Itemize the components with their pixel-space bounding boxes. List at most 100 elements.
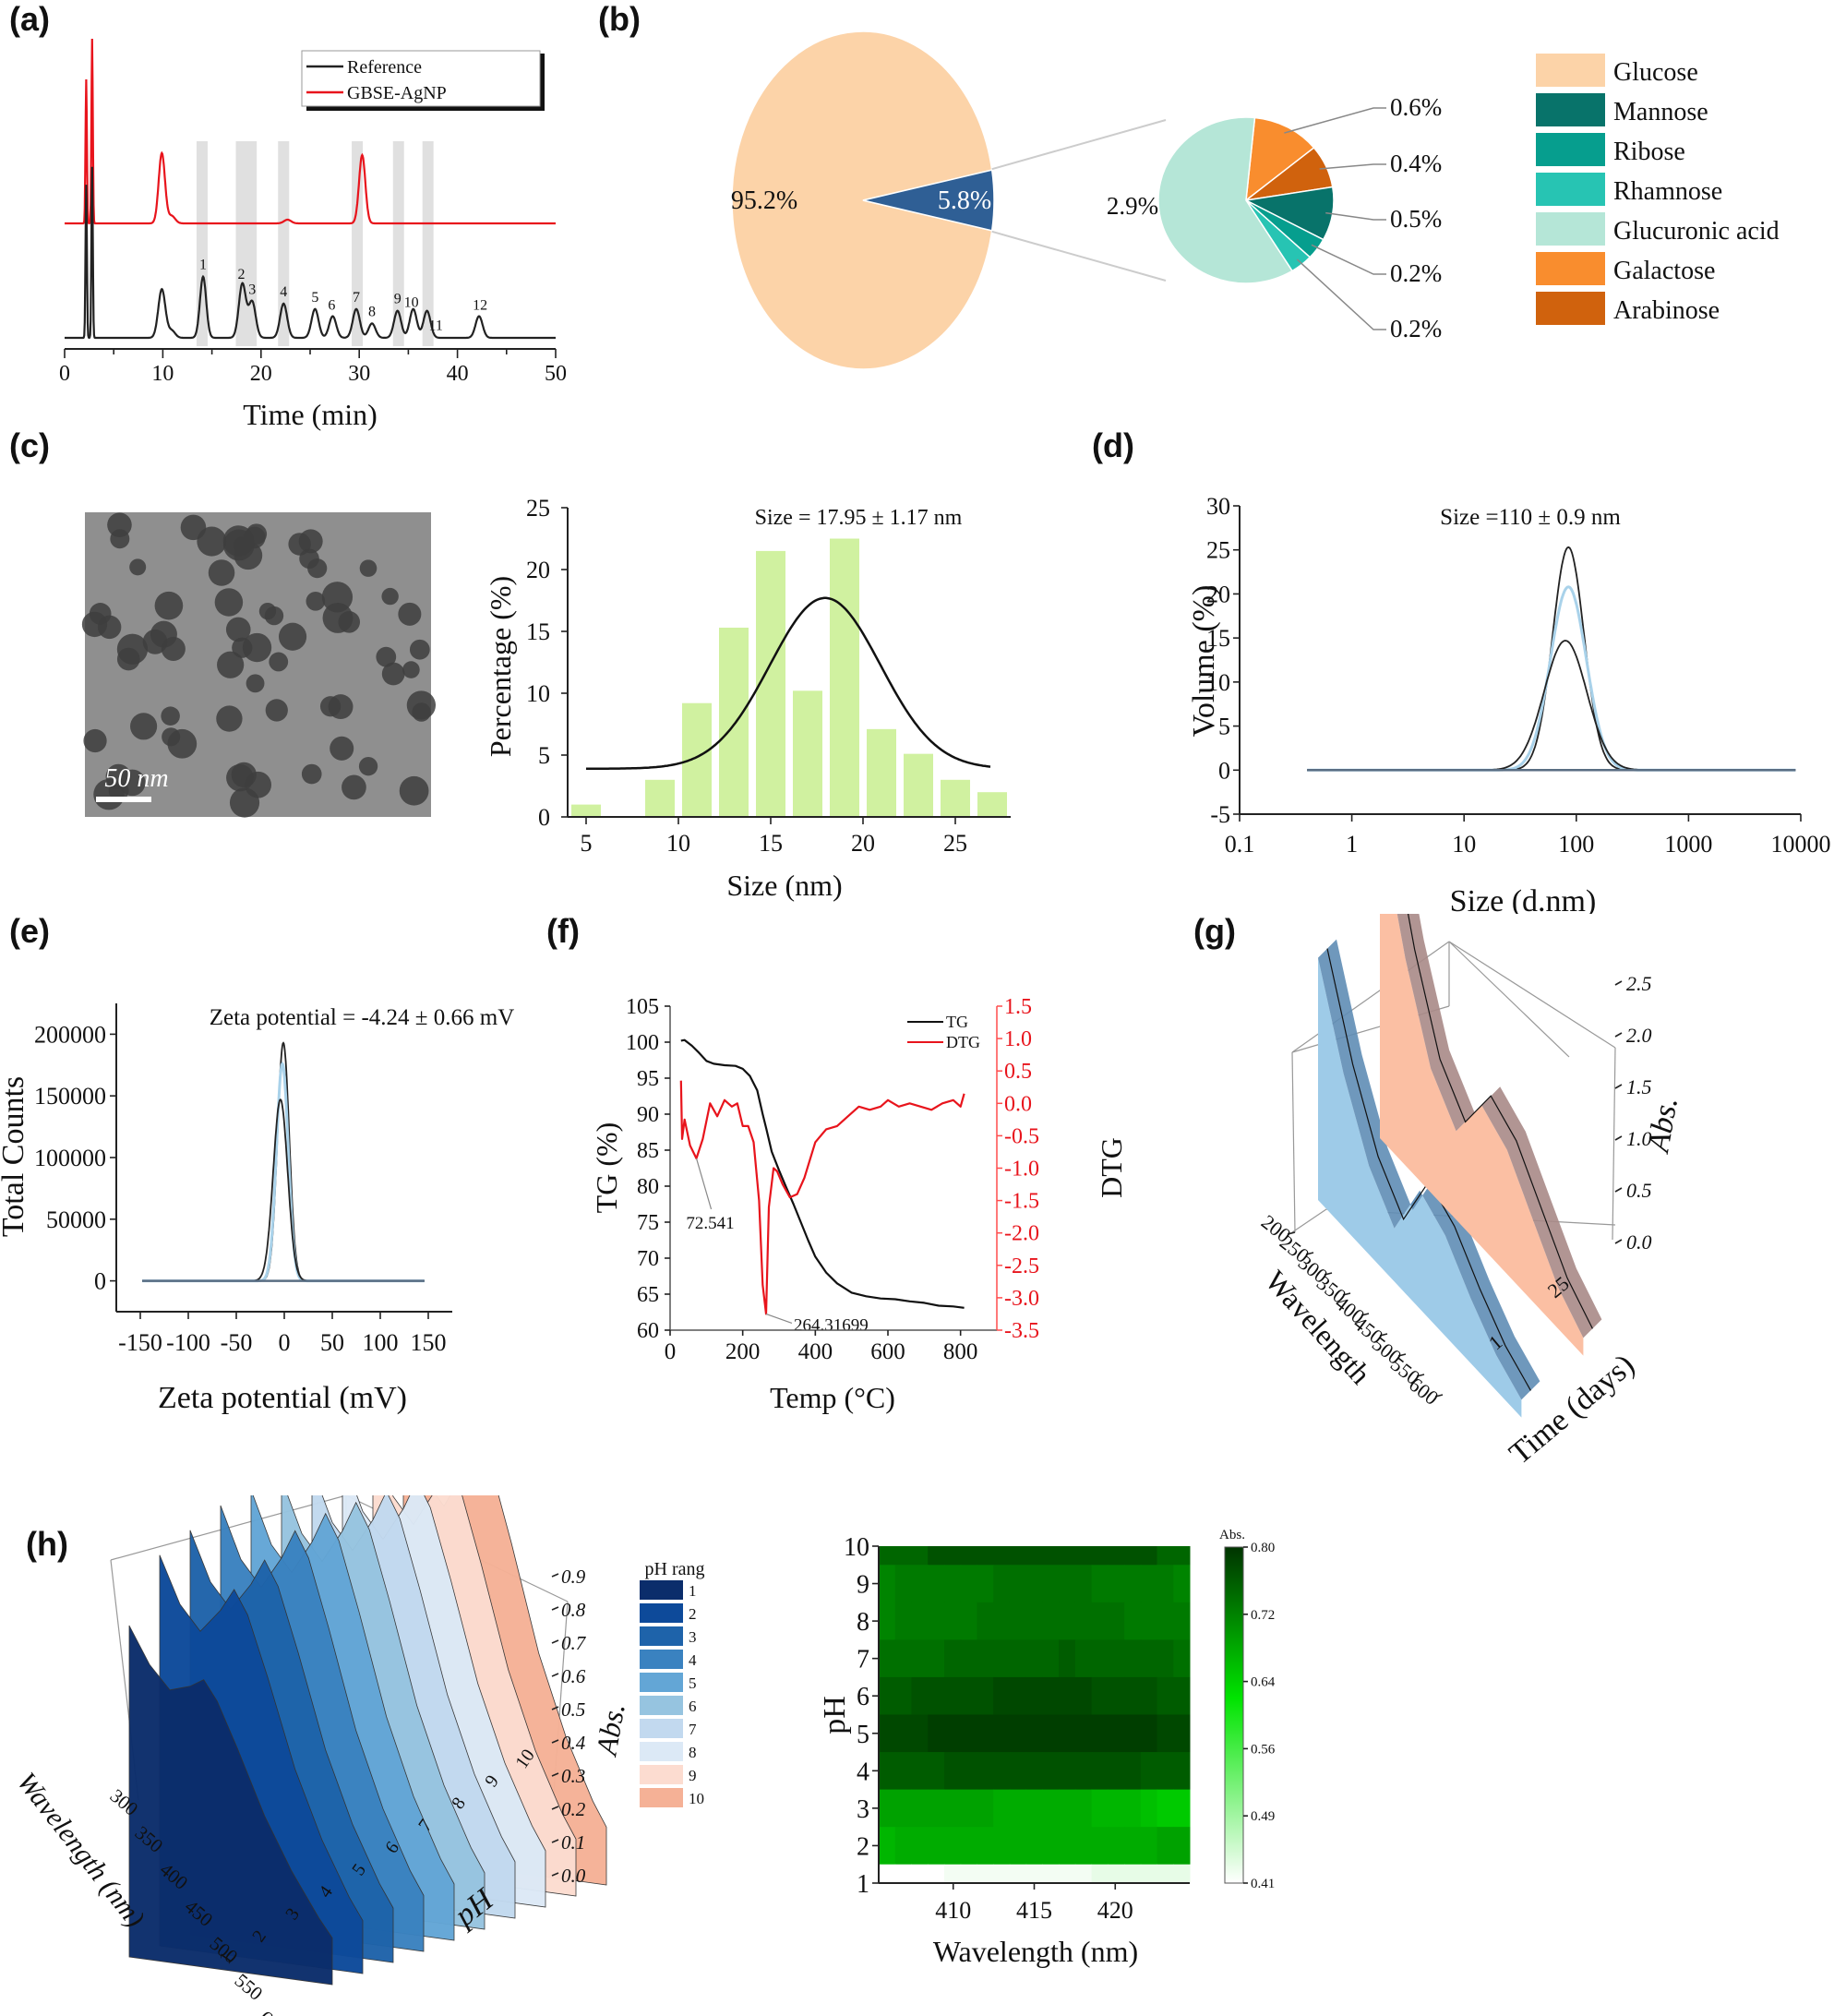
heatmap-cell — [1108, 1565, 1125, 1603]
heatmap-cell — [911, 1602, 929, 1640]
y-tick-label: 65 — [637, 1283, 659, 1307]
peak-annotation: 264.31699 — [794, 1315, 869, 1335]
heatmap-cell — [1059, 1827, 1076, 1866]
size-annotation: Size =110 ± 0.9 nm — [1440, 505, 1621, 530]
nanoparticle — [154, 591, 184, 620]
heatmap-cell — [943, 1565, 962, 1603]
chart-c-histogram: 50 nm 0 5 10 15 20 25 5 10 15 20 25 Size (nm) Percent… — [81, 495, 1011, 902]
heatmap-cell — [1124, 1864, 1142, 1884]
z-tick-label: 1.5 — [1626, 1075, 1652, 1098]
z-tick — [551, 1639, 559, 1644]
heatmap-cell — [1140, 1789, 1158, 1828]
panel-label-f: (f) — [546, 912, 580, 950]
shaded-region — [278, 141, 290, 346]
z-tick-label: 0.5 — [1626, 1179, 1652, 1202]
colorbar-tick-label: 0.41 — [1251, 1877, 1275, 1891]
y-tick-label: 100000 — [34, 1145, 106, 1171]
nanoparticle — [269, 652, 289, 672]
legend-label: 2 — [689, 1605, 697, 1623]
chart-e-zeta: 0 50000 100000 150000 200000 -150 -100 -50 0 50 10… — [0, 1003, 514, 1415]
heatmap-cell — [1074, 1789, 1093, 1828]
z-tick-label: 0.8 — [561, 1599, 586, 1621]
y-tick-label: 100 — [626, 1031, 659, 1055]
heatmap-cell — [1009, 1546, 1027, 1566]
chart-d-dls: -5 0 5 10 15 20 25 30 0.1 1 10 100 1000 10000 Size (d.… — [1187, 493, 1831, 914]
legend-label: Glucose — [1613, 58, 1698, 87]
annotation-leader — [695, 1158, 713, 1210]
heatmap-cell — [1025, 1676, 1043, 1715]
z-tick-label: 0.4 — [561, 1732, 586, 1754]
heatmap-cell — [911, 1676, 929, 1715]
peak-label: 7 — [353, 290, 360, 306]
box-edge — [1448, 941, 1570, 1058]
x-tick-label: 10 — [666, 830, 690, 857]
y-tick-label: 5 — [857, 1721, 869, 1749]
y-tick-label: 6 — [857, 1683, 869, 1711]
z-tick — [551, 1573, 559, 1578]
legend-swatch — [1536, 212, 1605, 246]
heatmap-cell — [1025, 1639, 1043, 1678]
peak-label: 4 — [280, 284, 287, 300]
x-axis-label: Temp (°C) — [770, 1381, 895, 1414]
heatmap-cell — [993, 1639, 1011, 1678]
x-tick — [1305, 1252, 1314, 1255]
shaded-region — [422, 141, 434, 346]
heatmap-cell — [1009, 1752, 1027, 1791]
heatmap-cell — [1042, 1752, 1060, 1791]
nanoparticle — [217, 651, 245, 678]
heatmap-cell — [1157, 1789, 1174, 1828]
heatmap-cell — [1009, 1639, 1027, 1678]
pie-label: 5.8% — [938, 186, 991, 215]
annotation-leader — [765, 1313, 793, 1325]
nanoparticle — [278, 622, 307, 651]
legend-label: Mannose — [1613, 98, 1708, 126]
heatmap-cell — [1025, 1565, 1043, 1603]
y-tick-label: 8 — [857, 1608, 869, 1637]
heatmap-cell — [879, 1546, 896, 1566]
peak-label: 11 — [428, 318, 442, 333]
legend-swatch — [640, 1788, 683, 1807]
x-tick-label: 20 — [851, 830, 875, 857]
y-tick-label: 5 — [538, 742, 550, 769]
nanoparticle — [116, 647, 140, 671]
nanoparticle — [359, 559, 378, 577]
heatmap-cell — [960, 1565, 977, 1603]
heatmap-cell — [928, 1827, 945, 1866]
y-right-tick-label: -0.5 — [1004, 1124, 1039, 1148]
legend-label: TG — [946, 1013, 968, 1031]
z-tick — [1614, 1084, 1623, 1089]
peak-label: 5 — [311, 290, 318, 306]
y-right-tick-label: -1.0 — [1004, 1158, 1039, 1182]
heatmap-cell — [1091, 1546, 1109, 1566]
x-axis-label: Size (nm) — [726, 869, 842, 902]
heatmap-cell — [928, 1714, 945, 1753]
x-tick-label: 10000 — [1771, 831, 1831, 858]
y-tick-label: 25 — [1206, 537, 1230, 564]
x-tick-label: -150 — [118, 1329, 162, 1356]
peak-label: 6 — [328, 298, 335, 314]
heatmap-cell — [1173, 1676, 1191, 1715]
heatmap-cell — [894, 1602, 912, 1640]
heatmap-cell — [1140, 1676, 1158, 1715]
panel-label-e: (e) — [9, 912, 50, 950]
heatmap-cell — [1009, 1565, 1027, 1603]
z-tick — [1614, 1239, 1623, 1244]
heatmap-cell — [894, 1565, 912, 1603]
leader-line — [1325, 211, 1386, 221]
size-annotation: Size = 17.95 ± 1.17 nm — [755, 506, 963, 530]
x-axis-label: Time (min) — [243, 398, 378, 431]
y-right-tick-label: -2.0 — [1004, 1222, 1039, 1246]
heatmap-cell — [1157, 1565, 1174, 1603]
series-line-gbse-agnp — [65, 38, 556, 225]
heatmap-cell — [928, 1602, 945, 1640]
y-tick-label: 200000 — [34, 1021, 106, 1048]
legend-swatch — [1536, 292, 1605, 325]
heatmap-cell — [1042, 1565, 1060, 1603]
z-tick — [551, 1872, 559, 1877]
chart-f-tga: 72.541 264.31699 60 65 70 75 80 85 90 95 100 105 -3.… — [590, 995, 1128, 1414]
heatmap-cell — [943, 1752, 962, 1791]
heatmap-cell — [977, 1714, 994, 1753]
legend-label: Reference — [347, 57, 422, 78]
legend-label: 6 — [689, 1698, 697, 1715]
